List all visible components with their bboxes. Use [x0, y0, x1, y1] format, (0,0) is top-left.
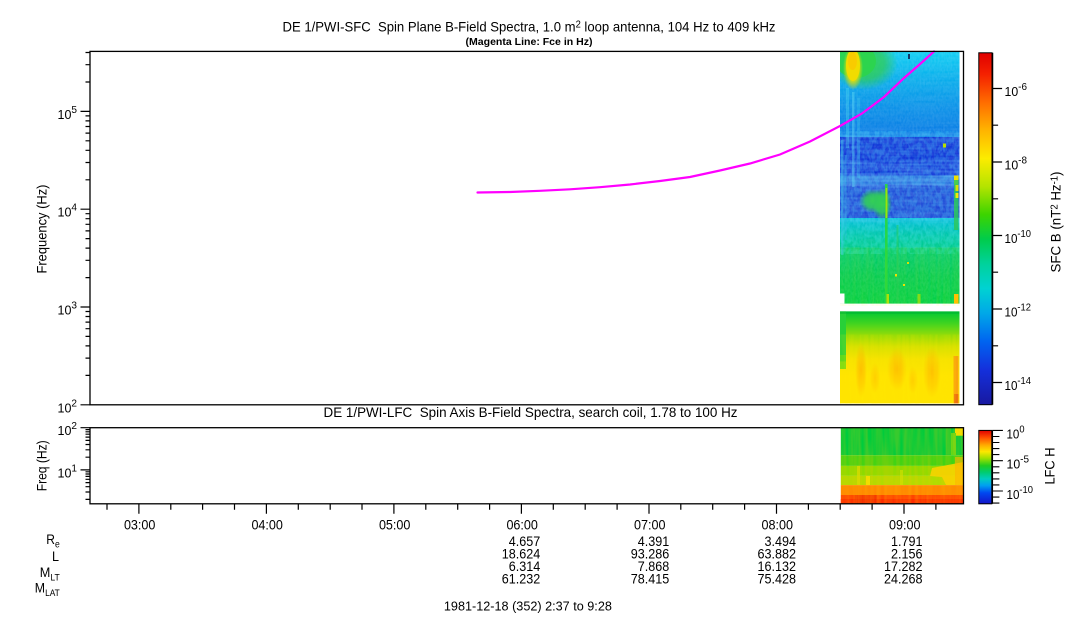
svg-text:SFC B (nT2 Hz-1): SFC B (nT2 Hz-1) [1048, 172, 1064, 273]
svg-text:Freq (Hz): Freq (Hz) [34, 440, 50, 491]
svg-text:6.314: 6.314 [509, 558, 541, 574]
svg-text:1981-12-18 (352) 2:37 to 9:28: 1981-12-18 (352) 2:37 to 9:28 [444, 599, 612, 614]
svg-text:3.494: 3.494 [765, 533, 797, 549]
svg-text:78.415: 78.415 [631, 570, 670, 586]
svg-text:24.268: 24.268 [884, 570, 923, 586]
svg-text:DE 1/PWI-LFC Spin Axis B-Fiel: DE 1/PWI-LFC Spin Axis B-Field Spectra, … [324, 404, 738, 420]
svg-text:61.232: 61.232 [502, 570, 541, 586]
svg-text:4.657: 4.657 [509, 533, 541, 549]
svg-text:2.156: 2.156 [891, 545, 923, 561]
svg-text:(Magenta Line: Fce in Hz): (Magenta Line: Fce in Hz) [466, 37, 593, 48]
svg-text:63.882: 63.882 [758, 545, 797, 561]
svg-text:08:00: 08:00 [762, 517, 794, 533]
svg-text:93.286: 93.286 [631, 545, 670, 561]
svg-text:06:00: 06:00 [506, 517, 538, 533]
svg-text:4.391: 4.391 [638, 533, 670, 549]
svg-text:Frequency (Hz): Frequency (Hz) [34, 185, 50, 274]
svg-text:DE 1/PWI-SFC Spin Plane B-Fie: DE 1/PWI-SFC Spin Plane B-Field Spectra,… [283, 19, 776, 35]
svg-text:75.428: 75.428 [758, 570, 797, 586]
svg-text:03:00: 03:00 [124, 517, 156, 533]
svg-text:16.132: 16.132 [758, 558, 797, 574]
svg-text:1.791: 1.791 [891, 533, 923, 549]
svg-text:18.624: 18.624 [502, 545, 541, 561]
svg-text:L: L [52, 548, 59, 564]
svg-text:7.868: 7.868 [638, 558, 670, 574]
svg-text:04:00: 04:00 [251, 517, 283, 533]
svg-text:LFC H: LFC H [1042, 448, 1058, 485]
svg-text:09:00: 09:00 [889, 517, 921, 533]
svg-text:17.282: 17.282 [884, 558, 923, 574]
svg-text:07:00: 07:00 [634, 517, 666, 533]
svg-text:05:00: 05:00 [379, 517, 411, 533]
